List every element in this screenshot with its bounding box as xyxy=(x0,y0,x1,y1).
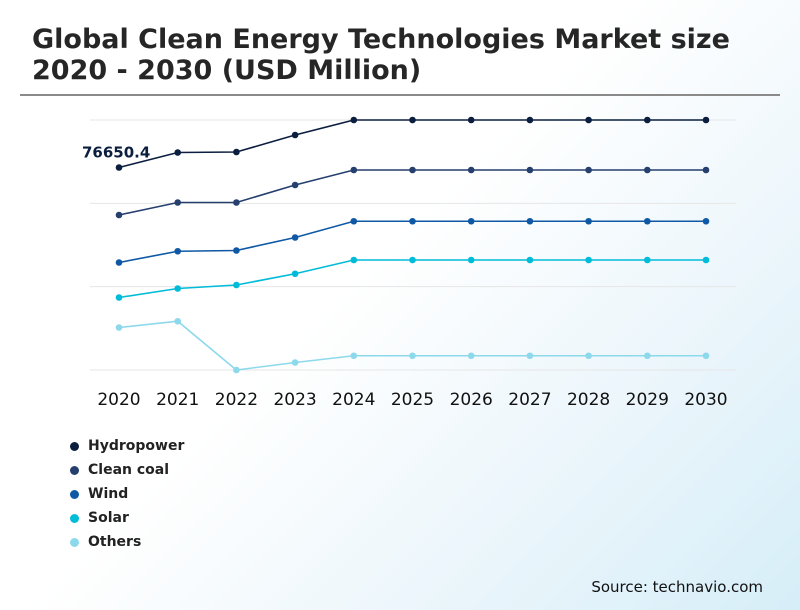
data-point xyxy=(467,166,475,174)
data-point xyxy=(115,294,123,301)
data-point xyxy=(467,256,475,264)
data-point xyxy=(409,116,416,124)
legend-label: Solar xyxy=(88,510,129,526)
data-point xyxy=(174,247,181,255)
legend-marker-icon xyxy=(70,537,79,547)
legend-label: Clean coal xyxy=(88,462,170,478)
legend-label: Hydropower xyxy=(88,438,185,454)
data-point xyxy=(702,256,710,264)
series-line-hydropower xyxy=(118,119,706,169)
data-point xyxy=(291,181,299,189)
data-point xyxy=(644,217,651,225)
x-tick-label: 2030 xyxy=(684,390,727,410)
x-axis-ticks: 2020 2021 2022 2023 2024 2025 2026 2027 2028 2029… xyxy=(97,390,727,410)
legend-marker-icon xyxy=(70,513,79,523)
x-tick-label: 2023 xyxy=(273,390,316,410)
data-point xyxy=(644,166,651,174)
legend-item: Wind xyxy=(70,482,184,506)
data-point xyxy=(467,352,475,360)
data-point xyxy=(115,164,123,171)
data-point xyxy=(350,116,358,124)
series-lines xyxy=(118,119,706,371)
data-point xyxy=(350,352,358,360)
annotations: 76650.4 xyxy=(82,144,150,162)
data-point xyxy=(585,352,592,360)
data-point xyxy=(233,148,240,156)
data-point xyxy=(644,352,651,360)
data-point xyxy=(467,217,475,225)
data-point xyxy=(526,166,534,174)
data-point xyxy=(644,116,651,124)
x-tick-label: 2025 xyxy=(391,390,434,410)
data-point xyxy=(409,352,416,360)
legend-marker-icon xyxy=(70,489,79,499)
data-point xyxy=(585,116,592,124)
data-point xyxy=(526,352,534,360)
x-tick-label: 2026 xyxy=(450,390,493,410)
data-point xyxy=(585,256,592,264)
data-point xyxy=(350,256,358,264)
data-point xyxy=(233,247,240,254)
data-point xyxy=(526,217,534,225)
legend-item: Hydropower xyxy=(70,434,184,458)
series-line-clean-coal xyxy=(118,169,706,216)
data-point xyxy=(526,256,534,264)
data-point xyxy=(467,116,475,124)
legend-label: Wind xyxy=(88,486,129,502)
x-tick-label: 2028 xyxy=(567,390,610,410)
data-point xyxy=(174,285,181,292)
legend-label: Others xyxy=(88,534,142,550)
data-point xyxy=(644,256,651,264)
data-point xyxy=(585,217,592,225)
series-line-solar xyxy=(118,259,706,299)
data-point xyxy=(174,317,181,325)
data-point xyxy=(702,116,710,124)
legend-item: Others xyxy=(70,530,184,554)
source-note: Source: technavio.com xyxy=(591,578,763,596)
data-point xyxy=(174,199,181,206)
x-tick-label: 2024 xyxy=(332,390,375,410)
data-point xyxy=(115,259,123,266)
data-point xyxy=(350,166,358,174)
series-line-others xyxy=(118,320,706,371)
x-tick-label: 2029 xyxy=(626,390,669,410)
title-divider xyxy=(20,94,780,96)
data-point xyxy=(174,149,181,156)
data-point xyxy=(115,211,123,219)
data-point xyxy=(233,366,240,374)
data-point xyxy=(291,359,299,366)
legend: Hydropower Clean coal Wind Solar Others xyxy=(70,434,184,554)
series-line-wind xyxy=(118,220,706,264)
legend-item: Clean coal xyxy=(70,458,184,482)
legend-marker-icon xyxy=(70,465,79,475)
data-point xyxy=(409,256,416,264)
data-point xyxy=(350,217,358,225)
line-chart: 2020 2021 2022 2023 2024 2025 2026 2027 2028 2029… xyxy=(82,116,736,410)
data-point xyxy=(702,166,710,174)
data-point xyxy=(702,217,710,225)
data-point xyxy=(291,234,299,241)
data-point xyxy=(291,131,299,139)
x-tick-label: 2027 xyxy=(508,390,551,410)
data-point xyxy=(702,352,710,360)
data-point xyxy=(409,217,416,225)
data-point xyxy=(409,166,416,174)
data-point xyxy=(291,270,299,278)
data-point xyxy=(585,166,592,174)
data-point xyxy=(115,324,123,331)
data-points xyxy=(115,116,710,374)
x-tick-label: 2021 xyxy=(156,390,199,410)
x-tick-label: 2020 xyxy=(97,390,140,410)
chart-title: Global Clean Energy Technologies Market … xyxy=(32,24,730,86)
grid-lines xyxy=(90,119,736,371)
legend-marker-icon xyxy=(70,441,79,451)
data-label: 76650.4 xyxy=(82,144,150,162)
data-point xyxy=(233,281,240,289)
data-point xyxy=(526,116,534,124)
x-tick-label: 2022 xyxy=(215,390,258,410)
legend-item: Solar xyxy=(70,506,184,530)
data-point xyxy=(233,199,240,206)
